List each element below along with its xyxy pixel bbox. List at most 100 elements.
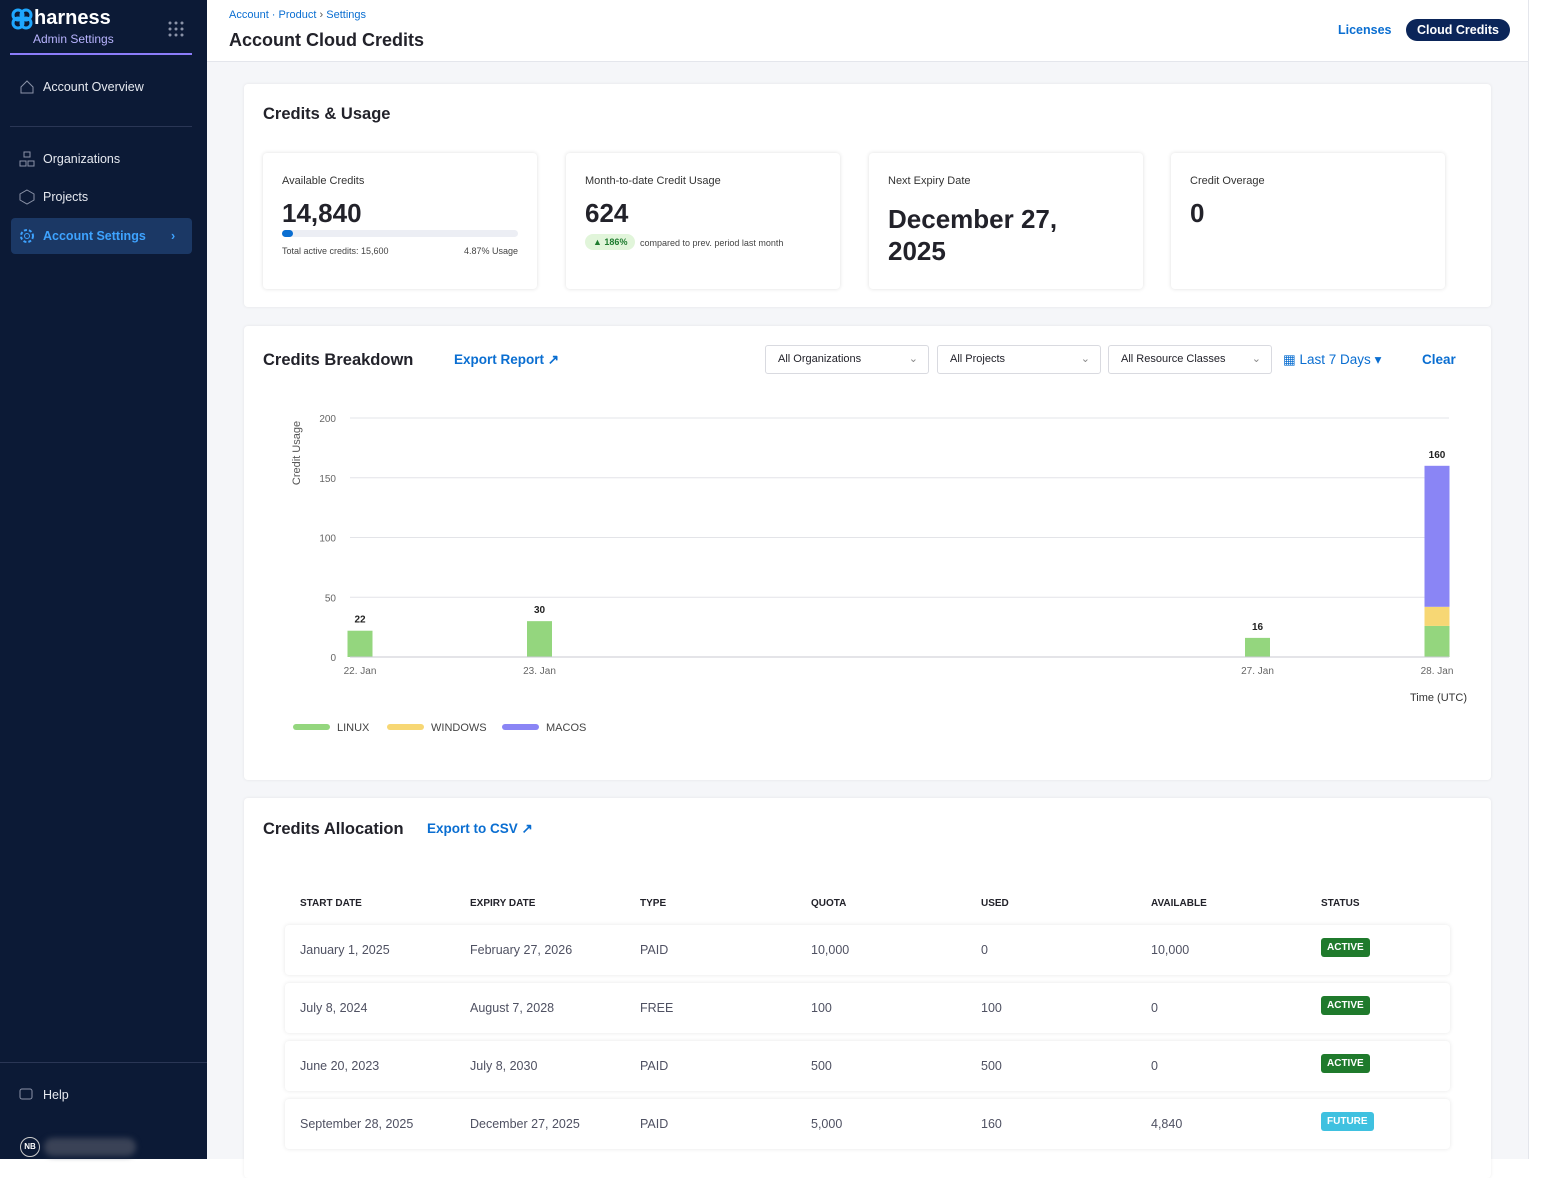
total-label: 22 (354, 615, 366, 626)
x-tick-label: 28. Jan (1421, 666, 1454, 677)
table-cell: December 27, 2025 (470, 1117, 580, 1131)
tab-active[interactable]: Cloud Credits (1406, 19, 1510, 41)
status-badge: ACTIVE (1321, 996, 1370, 1015)
crumb[interactable]: Product (279, 9, 317, 21)
bar-segment (348, 631, 373, 657)
nav-item[interactable]: Projects (11, 179, 192, 215)
header: Account · Product › Settings Account Clo… (207, 0, 1528, 62)
x-tick-label: 22. Jan (344, 666, 377, 677)
y-axis-label: Credit Usage (291, 421, 303, 485)
sidebar-subtitle: Admin Settings (33, 32, 114, 46)
table-cell: 100 (811, 1001, 832, 1015)
bar-segment (1425, 626, 1450, 657)
table-cell: 100 (981, 1001, 1002, 1015)
nav-label: Account Settings (43, 229, 146, 243)
table-cell: PAID (640, 1059, 668, 1073)
nav-item[interactable]: Organizations (11, 141, 192, 177)
column-header: TYPE (640, 898, 666, 909)
logo-icon (11, 8, 33, 30)
table-cell: July 8, 2024 (300, 1001, 367, 1015)
x-tick-label: 23. Jan (523, 666, 556, 677)
brand: harness (34, 7, 111, 30)
column-header: START DATE (300, 898, 362, 909)
nav-label: Organizations (43, 152, 120, 166)
help[interactable]: Help (11, 1077, 192, 1113)
table-row: July 8, 2024August 7, 2028FREE1001000ACT… (285, 983, 1450, 1033)
dropdown-label: All Resource Classes (1121, 353, 1226, 365)
bar-segment (1245, 638, 1270, 657)
stat-value: 624 (585, 198, 628, 229)
stat-label: Available Credits (282, 175, 364, 187)
bar-segment (1425, 466, 1450, 607)
y-tick-label: 200 (319, 414, 336, 425)
tab[interactable]: Licenses (1338, 23, 1392, 37)
table-row: June 20, 2023July 8, 2030PAID5005000ACTI… (285, 1041, 1450, 1091)
section-title: Credits Allocation (263, 820, 404, 839)
table-cell: 4,840 (1151, 1117, 1182, 1131)
crumb[interactable]: Account (229, 9, 269, 21)
total-label: 30 (534, 605, 546, 616)
table-cell: September 28, 2025 (300, 1117, 413, 1131)
table-cell: 0 (981, 943, 988, 957)
blurred-name (44, 1138, 136, 1156)
status-badge: FUTURE (1321, 1112, 1374, 1131)
table-cell: February 27, 2026 (470, 943, 572, 957)
stat-value: 0 (1190, 198, 1204, 229)
stat-label: Next Expiry Date (888, 175, 971, 187)
x-tick-label: 27. Jan (1241, 666, 1274, 677)
stat-value: 14,840 (282, 198, 362, 229)
table-cell: 10,000 (1151, 943, 1189, 957)
bar-segment (527, 621, 552, 657)
help-label: Help (43, 1088, 69, 1102)
table-cell: PAID (640, 943, 668, 957)
column-header: EXPIRY DATE (470, 898, 535, 909)
table-row: January 1, 2025February 27, 2026PAID10,0… (285, 925, 1450, 975)
stat-note: compared to prev. period last month (640, 238, 783, 248)
column-header: AVAILABLE (1151, 898, 1207, 909)
y-tick-label: 50 (325, 593, 337, 604)
table-row: September 28, 2025December 27, 2025PAID5… (285, 1099, 1450, 1149)
legend-label: MACOS (546, 722, 586, 734)
table-cell: FREE (640, 1001, 673, 1015)
crumb[interactable]: Settings (326, 9, 366, 21)
total-label: 16 (1252, 622, 1264, 633)
page-title: Account Cloud Credits (229, 30, 424, 51)
export-link[interactable]: Export to CSV ↗ (427, 821, 533, 837)
stat-card: Credit Overage 0 (1171, 153, 1445, 289)
table-cell: 5,000 (811, 1117, 842, 1131)
nav-label: Account Overview (43, 80, 144, 94)
table-cell: 160 (981, 1117, 1002, 1131)
dropdown[interactable]: All Organizations⌄ (765, 345, 929, 374)
legend-label: WINDOWS (431, 722, 487, 734)
stat-value: December 27, 2025 (888, 203, 1088, 267)
clear-button[interactable]: Clear (1422, 352, 1456, 367)
total-label: 160 (1429, 450, 1446, 461)
table-cell: June 20, 2023 (300, 1059, 379, 1073)
y-tick-label: 100 (319, 534, 336, 545)
status-badge: ACTIVE (1321, 938, 1370, 957)
dropdown[interactable]: All Projects⌄ (937, 345, 1101, 374)
badge: ▲ 186% (585, 234, 635, 250)
legend-swatch (293, 724, 330, 730)
dropdown-label: All Projects (950, 353, 1005, 365)
sidebar: harness Admin Settings Account Overview … (0, 0, 207, 1159)
status-badge: ACTIVE (1321, 1054, 1370, 1073)
table-cell: 500 (981, 1059, 1002, 1073)
bar-segment (1425, 607, 1450, 626)
column-header: STATUS (1321, 898, 1360, 909)
dropdown[interactable]: All Resource Classes⌄ (1108, 345, 1272, 374)
y-tick-label: 0 (330, 653, 336, 664)
table-cell: 500 (811, 1059, 832, 1073)
breadcrumbs: Account · Product › Settings (229, 9, 366, 21)
y-tick-label: 150 (319, 474, 336, 485)
apps-icon[interactable] (168, 21, 184, 37)
nav-item[interactable]: Account Overview (11, 69, 192, 105)
table-cell: 0 (1151, 1059, 1158, 1073)
avatar[interactable]: NB (20, 1137, 40, 1157)
table-cell: August 7, 2028 (470, 1001, 554, 1015)
date-picker[interactable]: ▦ Last 7 Days ▾ (1283, 352, 1381, 368)
stat-card: Available Credits 14,840 Total active cr… (263, 153, 537, 289)
column-header: USED (981, 898, 1009, 909)
nav-item-active[interactable]: Account Settings› (11, 218, 192, 254)
